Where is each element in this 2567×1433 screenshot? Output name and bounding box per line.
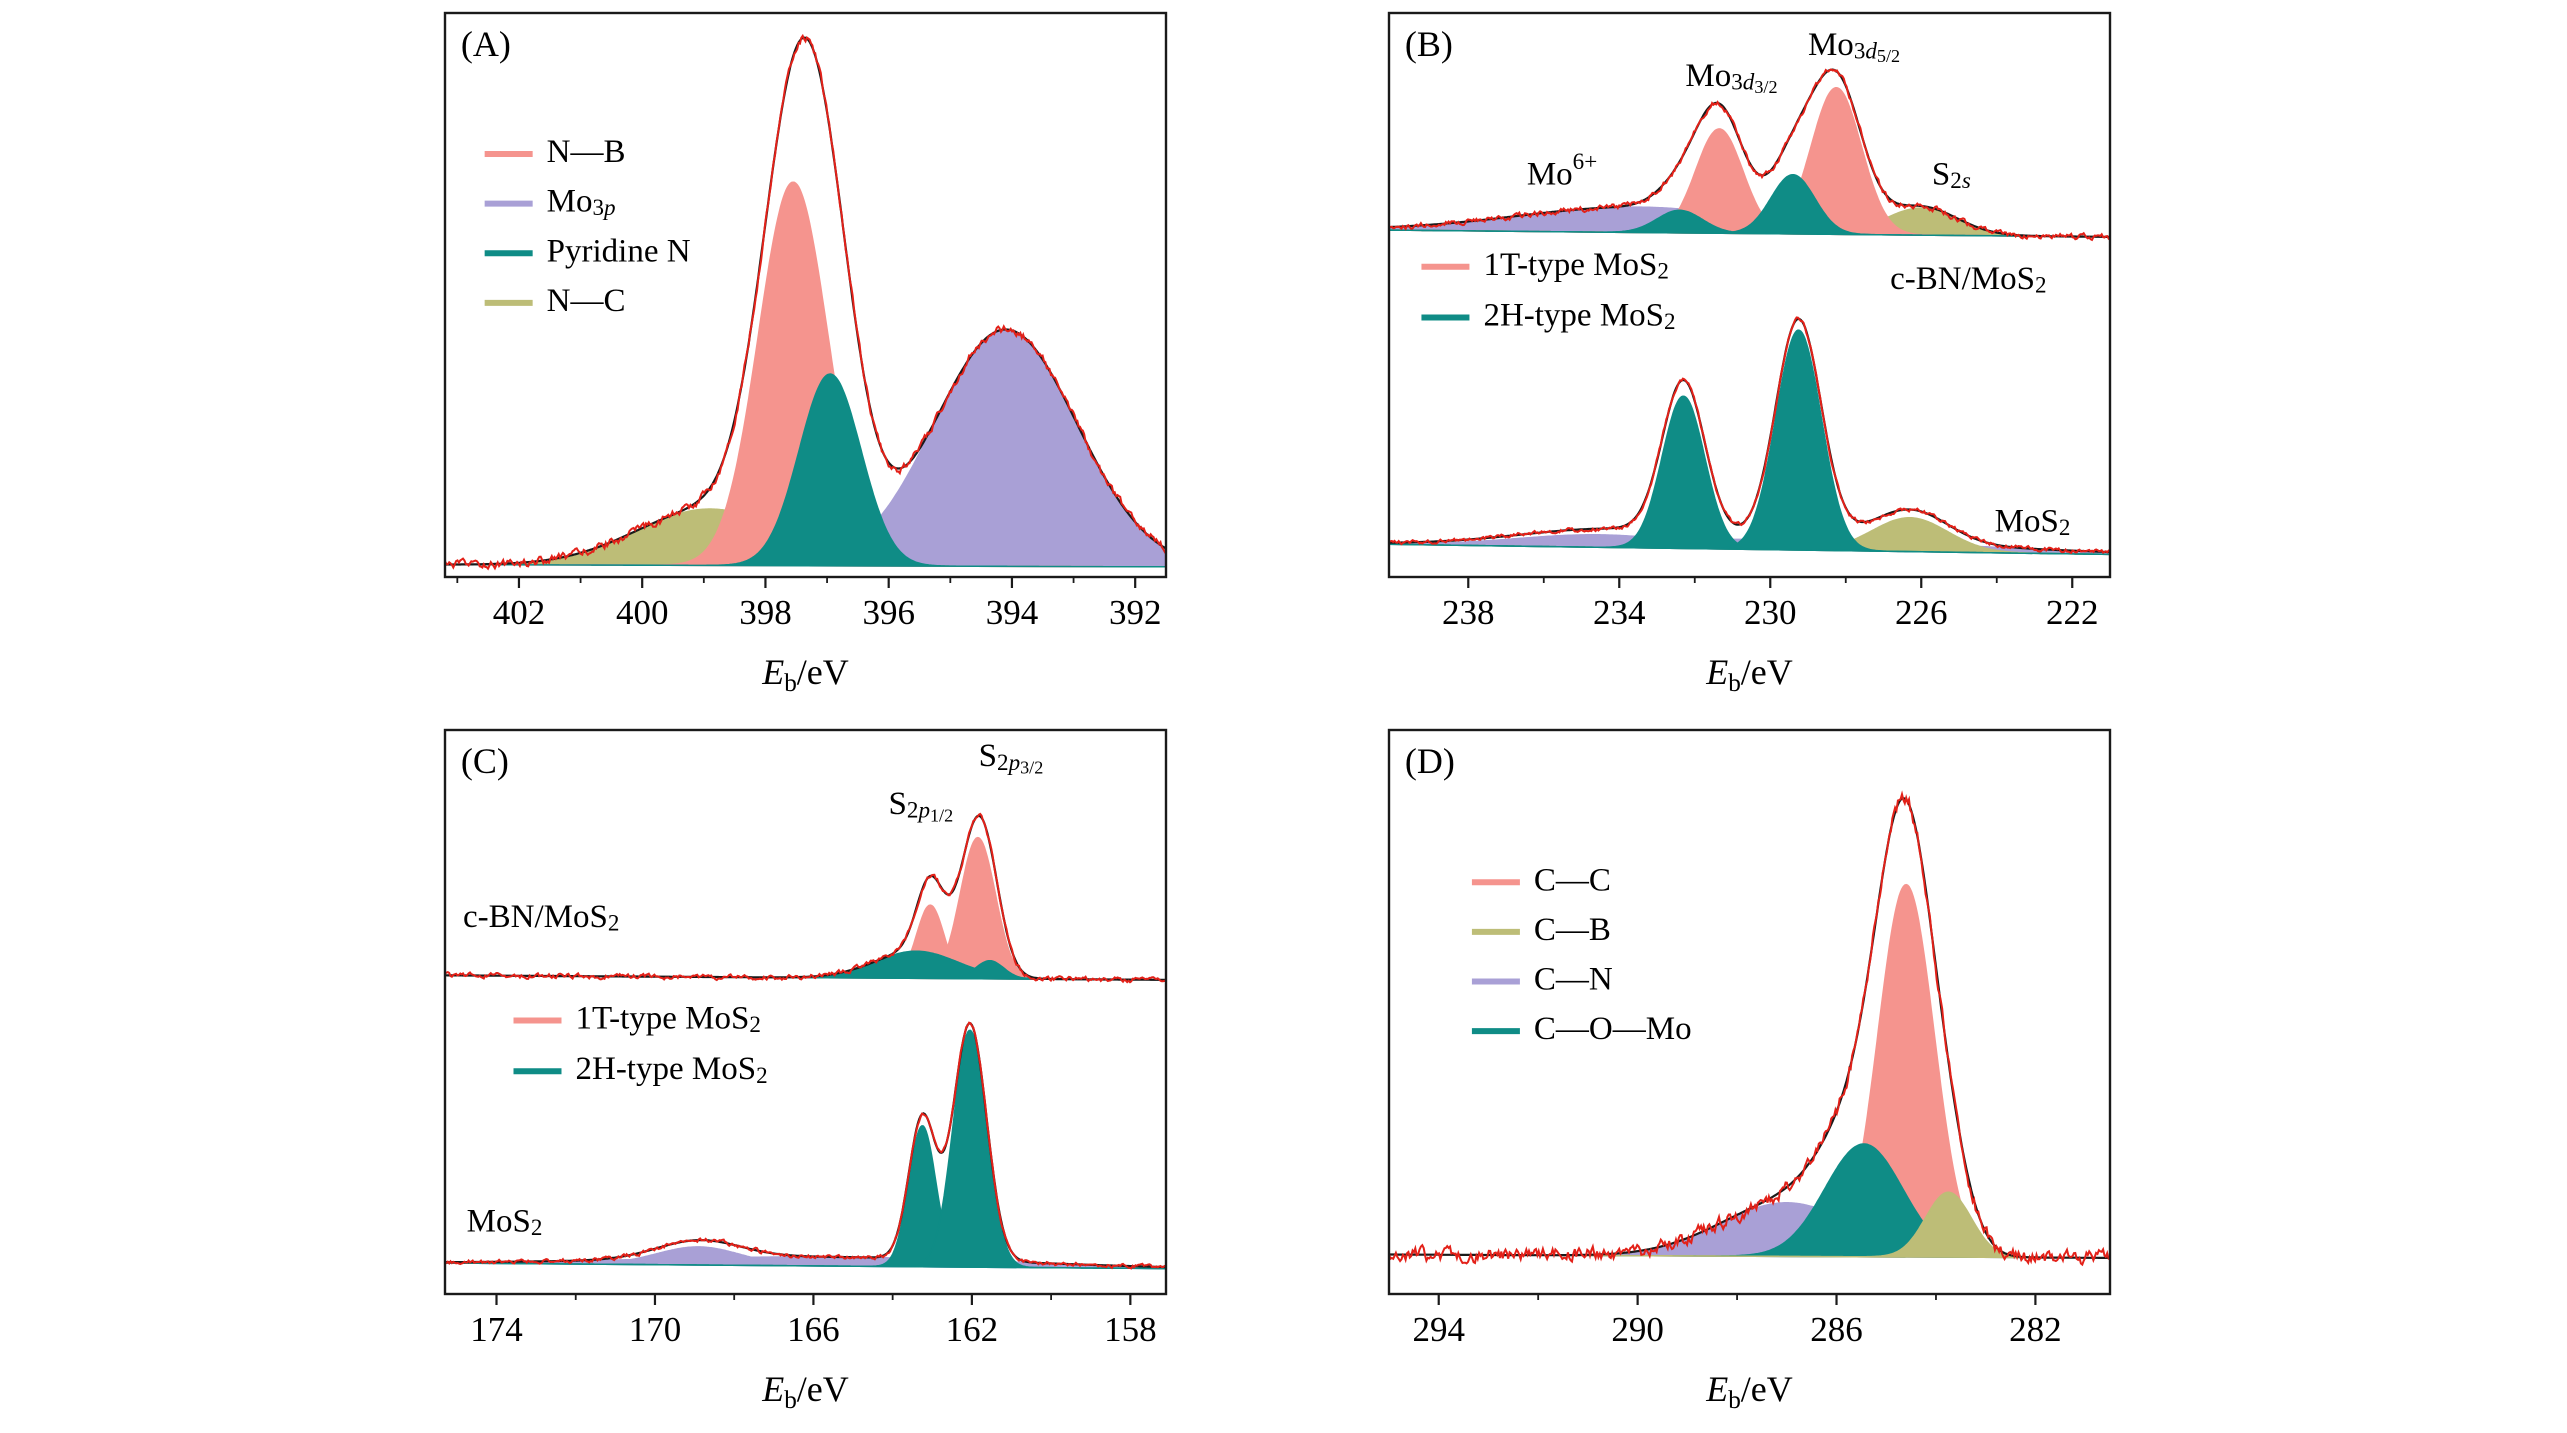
x-axis-tick-label: 282	[2009, 1310, 2062, 1349]
x-axis-label: Eb/eV	[1705, 1369, 1793, 1414]
peak-annotation: S2s	[1932, 156, 1971, 193]
spectra-group	[445, 812, 1166, 1270]
component-fill-2H-Mo3d5/2	[1389, 329, 2110, 556]
x-axis-tick-label: 400	[616, 593, 669, 632]
x-axis-label: Eb/eV	[1705, 652, 1793, 697]
x-axis-label: Eb/eV	[761, 1369, 849, 1414]
fit-envelope-line	[445, 1022, 1166, 1269]
plot-border	[1387, 728, 2112, 1296]
experimental-trace	[445, 1021, 1166, 1270]
peak-annotation: Mo6+	[1527, 148, 1597, 192]
panel-letter: (B)	[1405, 24, 1453, 64]
panel-letter: (A)	[461, 24, 511, 64]
experimental-trace	[1389, 68, 2110, 242]
spectra-group	[445, 33, 1166, 571]
x-axis-tick-label: 396	[862, 593, 915, 632]
panel-letter: (D)	[1405, 741, 1455, 781]
legend-label: Mo3p	[547, 183, 616, 220]
x-axis-tick-label: 398	[739, 593, 792, 632]
experimental-trace	[445, 812, 1166, 984]
fit-envelope-line	[1389, 797, 2110, 1259]
legend-label: C—N	[1534, 961, 1613, 997]
x-axis-tick-label: 162	[946, 1310, 999, 1349]
x-axis-tick-label: 166	[787, 1310, 840, 1349]
peak-annotation: MoS2	[467, 1203, 543, 1240]
panel-a-n1s-mo3p-chart: 402 400 398 396 394 392 Eb/eV (A) N—B Mo3p Pyridin…	[443, 11, 1168, 697]
component-fill-2H-S2p3/2	[445, 1029, 1166, 1270]
panel-d-c1s-chart: 294 290 286 282 Eb/eV (D) C—C C—B C—N C—O—Mo	[1387, 728, 2112, 1414]
peak-annotation: S2p3/2	[979, 738, 1044, 778]
x-axis-tick-label: 290	[1611, 1310, 1664, 1349]
spectra-group	[1389, 790, 2110, 1267]
experimental-trace	[1389, 316, 2110, 555]
plot-border	[1387, 11, 2112, 579]
x-axis-tick-label: 230	[1744, 593, 1797, 632]
legend-label: N—C	[547, 282, 626, 318]
spectra-group	[1389, 68, 2110, 556]
legend-label: 1T-type MoS2	[1483, 246, 1668, 283]
peak-annotation: MoS2	[1995, 503, 2071, 540]
legend-label: Pyridine N	[547, 233, 691, 269]
legend-label: 2H-type MoS2	[575, 1051, 767, 1088]
component-fill-Pyridine-N	[445, 373, 1166, 568]
component-fill-2H-Mo3d5/2	[1389, 173, 2110, 238]
peak-annotation: c-BN/MoS2	[463, 899, 619, 936]
x-axis-tick-label: 392	[1109, 593, 1162, 632]
x-axis-tick-label: 294	[1412, 1310, 1465, 1349]
peak-annotation: Mo3d3/2	[1685, 57, 1777, 97]
x-axis-tick-label: 158	[1104, 1310, 1157, 1349]
experimental-trace	[445, 33, 1166, 571]
legend-label: 1T-type MoS2	[575, 1000, 760, 1037]
x-axis-tick-label: 226	[1895, 593, 1948, 632]
x-axis-tick-label: 222	[2046, 593, 2099, 632]
plot-border	[443, 11, 1168, 579]
peak-annotation: c-BN/MoS2	[1890, 260, 2046, 297]
x-axis-tick-label: 170	[629, 1310, 682, 1349]
component-fill-C-C	[1389, 883, 2110, 1259]
x-axis-tick-label: 238	[1442, 593, 1495, 632]
plot-border	[443, 728, 1168, 1296]
legend-label: C—O—Mo	[1534, 1011, 1692, 1047]
legend-label: N—B	[547, 134, 626, 170]
x-axis-tick-label: 286	[1810, 1310, 1863, 1349]
legend-label: C—B	[1534, 911, 1611, 947]
x-axis-label: Eb/eV	[761, 652, 849, 697]
legend-label: C—C	[1534, 862, 1611, 898]
x-axis-tick-label: 234	[1593, 593, 1646, 632]
panel-letter: (C)	[461, 741, 509, 781]
x-axis-tick-label: 402	[493, 593, 546, 632]
panel-c-s2p-chart: 174 170 166 162 158 Eb/eV (C) 1T-type MoS2 2H-ty…	[443, 728, 1168, 1414]
panel-b-mo3d-chart: 238 234 230 226 222 Eb/eV (B) 1T-type MoS2 2H-ty…	[1387, 11, 2112, 697]
x-axis-tick-label: 394	[986, 593, 1039, 632]
legend-label: 2H-type MoS2	[1483, 297, 1675, 334]
x-axis-tick-label: 174	[470, 1310, 523, 1349]
peak-annotation: S2p1/2	[889, 786, 954, 826]
peak-annotation: Mo3d5/2	[1808, 26, 1900, 66]
component-fill-2H-S2p1/2	[445, 1124, 1166, 1270]
experimental-trace	[1389, 790, 2110, 1267]
